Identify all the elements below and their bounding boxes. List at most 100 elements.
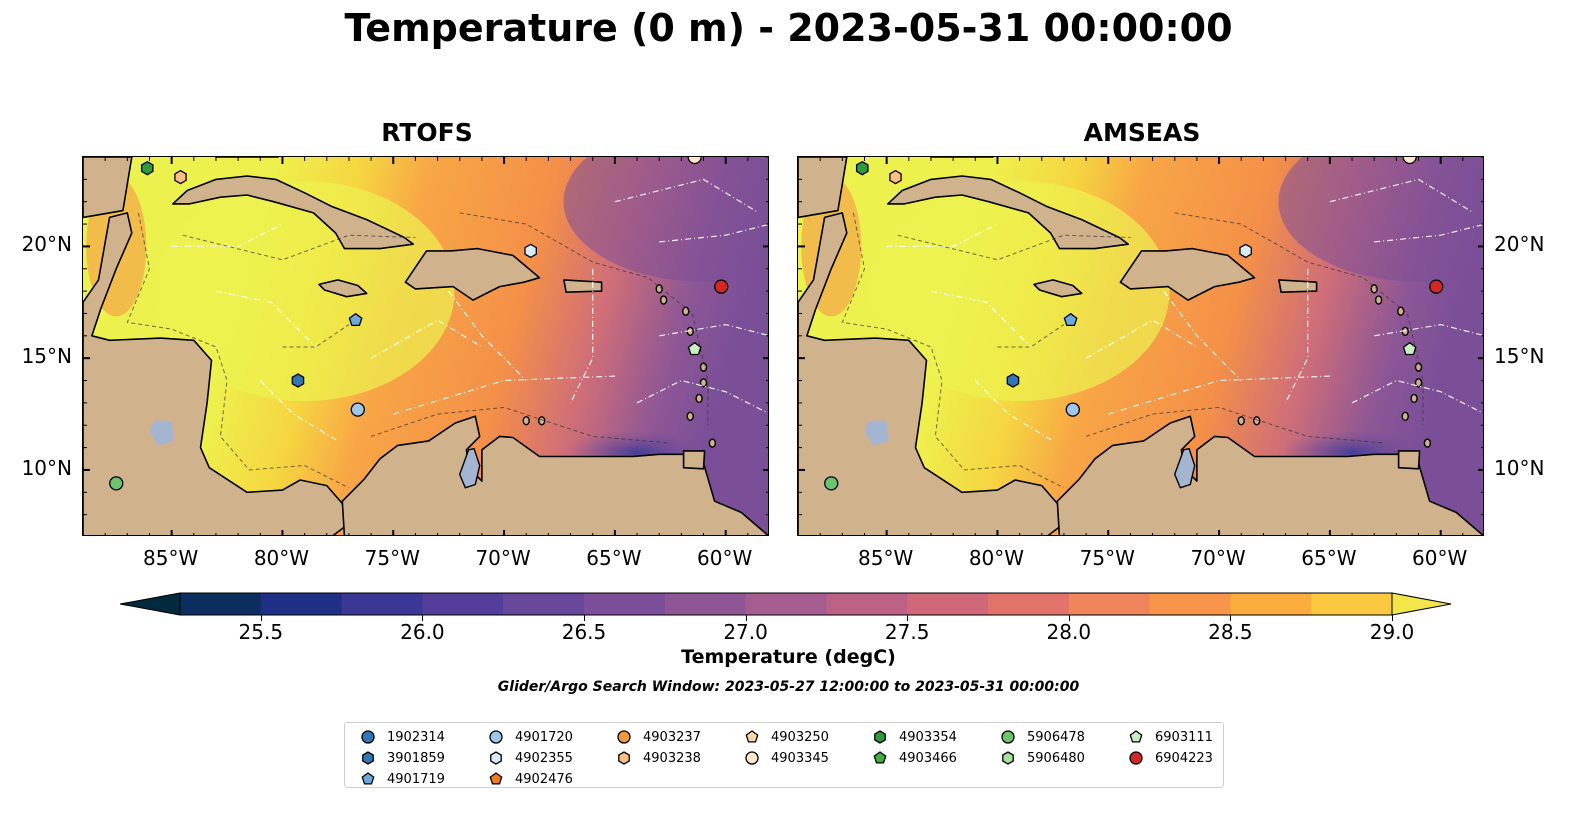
legend-marker	[745, 751, 759, 765]
legend-marker-icon	[874, 730, 886, 744]
colorbar-segment	[1149, 593, 1231, 615]
colorbar-tick-label: 26.0	[400, 620, 445, 644]
lon-tick-label: 70°W	[475, 546, 531, 570]
colorbar-segment	[988, 593, 1070, 615]
legend-marker-icon	[489, 730, 503, 744]
lon-tick-label: 70°W	[1190, 546, 1246, 570]
legend-marker	[617, 730, 631, 744]
lat-tick-label-left: 10°N	[21, 455, 72, 480]
legend-item: 4903466	[871, 750, 957, 766]
legend-marker-icon	[362, 751, 374, 765]
platform-4902355-marker	[1239, 243, 1252, 259]
rtofs-temperature-map	[83, 157, 768, 535]
platform-4903354-marker	[140, 160, 154, 176]
legend-marker	[873, 751, 887, 764]
platform-4903345-marker	[687, 157, 702, 165]
amseas-temperature-map	[798, 157, 1483, 535]
legend-marker	[618, 751, 630, 765]
lon-tick-label: 85°W	[143, 546, 199, 570]
platform-4901719-marker	[1063, 312, 1078, 327]
colorbar-tick-label: 27.5	[884, 620, 930, 644]
colorbar-tick-mark	[1230, 615, 1232, 621]
legend-item: 4903354	[871, 729, 957, 745]
colorbar-tick-label: 28.5	[1208, 620, 1253, 644]
platform-3901859-marker	[1006, 373, 1020, 388]
platform-4902355-marker	[524, 243, 537, 259]
colorbar-segment	[1068, 593, 1151, 615]
platform-4903238-marker	[174, 169, 187, 185]
legend-marker	[1129, 730, 1143, 743]
colorbar-tick-mark	[422, 615, 424, 621]
legend-item: 3901859	[359, 750, 445, 766]
colorbar	[120, 592, 1452, 616]
legend-item: 1902314	[359, 729, 445, 745]
platform-5906478-marker	[109, 476, 124, 491]
colorbar-segment	[907, 593, 989, 615]
colorbar-label: Temperature (degC)	[681, 646, 896, 668]
legend-label: 3901859	[387, 750, 445, 766]
colorbar-segment	[503, 593, 585, 615]
figure-title: Temperature (0 m) - 2023-05-31 00:00:00	[344, 6, 1233, 50]
legend-label: 4901719	[387, 771, 445, 787]
platform-5906478-marker	[824, 476, 839, 491]
legend-marker-icon	[489, 772, 503, 785]
search-window-text: Glider/Argo Search Window: 2023-05-27 12…	[497, 679, 1080, 695]
colorbar-segment	[664, 593, 747, 615]
legend-item: 4901719	[359, 771, 445, 787]
legend-item: 5906478	[999, 729, 1085, 745]
lon-tick-label: 60°W	[697, 546, 753, 570]
legend-item: 4902476	[487, 771, 573, 787]
colorbar-tick-mark	[584, 615, 585, 621]
lat-tick-label-left: 15°N	[21, 344, 72, 369]
colorbar-segment	[422, 593, 504, 615]
lon-tick-label: 60°W	[1412, 546, 1468, 570]
legend-label: 4901720	[515, 729, 573, 745]
legend-item: 4903238	[615, 750, 701, 766]
legend-marker-icon	[1129, 751, 1143, 765]
legend-label: 4902476	[515, 771, 573, 787]
map-panel-rtofs	[82, 156, 769, 536]
legend-marker-icon	[1002, 751, 1014, 765]
legend-marker	[745, 730, 759, 743]
colorbar-segment	[260, 593, 343, 615]
legend-marker	[489, 730, 503, 744]
colorbar-tick-label: 26.5	[561, 620, 607, 644]
legend-marker	[1002, 751, 1014, 765]
colorbar-tick-mark	[1392, 615, 1393, 621]
legend-marker	[362, 751, 374, 765]
colorbar-extend-min	[120, 592, 181, 616]
legend-marker	[489, 772, 503, 785]
legend-marker	[361, 730, 375, 744]
legend-marker-icon	[745, 751, 759, 765]
lon-tick-label: 65°W	[586, 546, 642, 570]
platform-4903238-marker	[889, 169, 902, 185]
platform-4901720-marker	[350, 402, 365, 417]
platform-3901859-marker	[291, 373, 305, 388]
legend-marker-icon	[1129, 730, 1143, 743]
colorbar-tick-label: 28.0	[1046, 620, 1092, 644]
lat-tick-label-right: 20°N	[1494, 232, 1545, 257]
platform-6903111-marker	[687, 341, 702, 356]
colorbar-segment	[826, 593, 908, 615]
legend-marker	[490, 751, 502, 765]
platform-4903345-marker	[1402, 157, 1417, 165]
panel-title-rtofs: RTOFS	[381, 118, 473, 147]
map-panel-amseas	[797, 156, 1484, 536]
colorbar-segment	[1311, 593, 1393, 615]
legend-label: 4902355	[515, 750, 573, 766]
legend-item: 4903250	[743, 729, 829, 745]
legend-marker	[1001, 730, 1015, 744]
legend-marker-icon	[361, 730, 375, 744]
colorbar-extend-max	[1391, 592, 1452, 616]
legend-label: 6904223	[1155, 750, 1213, 766]
legend-marker	[1129, 751, 1143, 765]
lon-tick-label: 75°W	[1079, 546, 1135, 570]
lon-tick-label: 65°W	[1301, 546, 1357, 570]
platform-4903354-marker	[855, 160, 869, 176]
legend-item: 4903345	[743, 750, 829, 766]
legend-label: 4903345	[771, 750, 829, 766]
lat-tick-label-right: 10°N	[1494, 455, 1545, 480]
legend-item: 6904223	[1127, 750, 1213, 766]
colorbar-segment	[180, 593, 262, 615]
lon-tick-label: 75°W	[364, 546, 420, 570]
